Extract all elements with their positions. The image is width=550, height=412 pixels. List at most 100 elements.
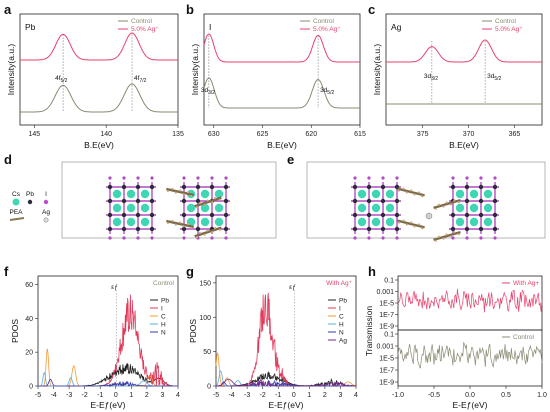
i-atom xyxy=(451,176,455,180)
cs-atom xyxy=(140,217,150,227)
legend-control-label: Control xyxy=(131,18,153,25)
x-tick-label: 0 xyxy=(114,392,118,399)
pb-atom xyxy=(209,184,215,190)
x-axis-label: B.E(eV) xyxy=(84,140,114,150)
pb-atom xyxy=(450,212,456,218)
ag-curve xyxy=(20,32,178,61)
pea-atom xyxy=(453,199,456,202)
pb-atom xyxy=(366,198,372,204)
pea-atom xyxy=(402,187,405,190)
pea-atom xyxy=(457,201,461,204)
pb-atom xyxy=(195,198,201,204)
pb-atom xyxy=(135,198,141,204)
x-tick-label: 2 xyxy=(145,392,149,399)
i-atom xyxy=(451,236,455,240)
cs-atom xyxy=(371,217,381,227)
pea-molecule xyxy=(397,219,425,230)
i-atom xyxy=(224,176,228,180)
y-tick-label: 0.1 xyxy=(384,278,394,285)
y-tick-label: 20 xyxy=(25,350,33,357)
panel-letter-e: e xyxy=(287,152,295,167)
x-axis-label: E-Eƒ(eV) xyxy=(453,400,488,410)
fermi-level-label: εƒ xyxy=(111,284,118,291)
pea-atom xyxy=(174,223,177,226)
x-axis-label: E-Eƒ(eV) xyxy=(91,400,126,410)
pb-atom xyxy=(478,212,484,218)
pea-atom xyxy=(442,237,445,240)
i-atom xyxy=(381,176,385,180)
pea-atom xyxy=(190,194,193,198)
pb-atom xyxy=(492,212,498,218)
pea-atom xyxy=(397,221,401,224)
x-tick-label: -1 xyxy=(275,392,281,399)
legend-swatch-i xyxy=(43,199,49,205)
cs-atom xyxy=(200,203,210,213)
i-atom xyxy=(353,236,357,240)
x-tick-label: 3 xyxy=(160,392,164,399)
pea-atom xyxy=(397,189,401,192)
pea-molecule xyxy=(397,187,425,198)
i-atom xyxy=(182,236,186,240)
i-atom xyxy=(381,236,385,240)
cs-atom xyxy=(357,189,367,199)
pea-atom xyxy=(174,191,177,194)
pb-atom xyxy=(450,226,456,232)
pb-atom xyxy=(149,226,155,232)
pea-atom xyxy=(182,193,185,196)
x-tick-label: -0.5 xyxy=(428,392,440,399)
pea-molecule xyxy=(194,196,222,209)
i-atom xyxy=(122,176,126,180)
cs-atom xyxy=(483,217,493,227)
legend-label-h: H xyxy=(161,322,166,329)
cs-atom xyxy=(200,217,210,227)
x-tick-label: 4 xyxy=(176,392,180,399)
pb-atom xyxy=(149,198,155,204)
pb-atom xyxy=(478,198,484,204)
panel-letter-g: g xyxy=(186,264,194,279)
transmission-bottom-subplot: 0.1 0.001 1E-5 1E-7 1E-9 Control xyxy=(376,329,543,387)
structure-d xyxy=(61,161,277,240)
pea-atom xyxy=(187,223,190,226)
plot-frame xyxy=(203,13,361,126)
pea-atom xyxy=(203,233,206,236)
pea-atom xyxy=(195,206,199,209)
x-tick-label: 625 xyxy=(257,131,269,138)
pea-atom xyxy=(410,189,413,192)
x-tick-label: -2 xyxy=(82,392,88,399)
cs-atom xyxy=(140,203,150,213)
pdos-series-n xyxy=(38,378,178,388)
i-atom xyxy=(353,176,357,180)
y-tick-label: 0.001 xyxy=(376,289,394,296)
cs-atom xyxy=(455,203,465,213)
pea-atom xyxy=(211,201,214,204)
pb-atom xyxy=(366,226,372,232)
pb-atom xyxy=(380,226,386,232)
pb-atom xyxy=(181,184,187,190)
cs-atom xyxy=(112,203,122,213)
pea-atom xyxy=(171,219,174,222)
legend-label: With Ag+ xyxy=(513,280,539,287)
y-tick-label: 1E-7 xyxy=(379,312,394,319)
cs-atom xyxy=(385,217,395,227)
xps-plot-a: 145 140 135 B.E(eV) Intensity(a.u.) Pb Control… xyxy=(6,13,184,150)
x-tick-label: 135 xyxy=(172,131,184,138)
pea-atom xyxy=(218,228,221,231)
legend-label-pb: Pb xyxy=(161,298,169,305)
pb-atom xyxy=(195,212,201,218)
pea-chain xyxy=(397,187,425,197)
cs-atom xyxy=(186,203,196,213)
legend-ag-label: 5.0% Ag⁺ xyxy=(313,26,341,33)
x-tick-label: -3 xyxy=(244,392,250,399)
xps-plot-c: 375 370 365 B.E(eV) Intensity(a.u.) Ag Control… xyxy=(372,13,543,150)
legend-label-i: I xyxy=(161,306,163,313)
pdos-plot-g: -5 -4 -3 -2 -1 0 1 2 3 4 0 50 100 150 E-Eƒ(eV) PDOS With… xyxy=(188,275,358,410)
y-tick-label: 50 xyxy=(203,349,211,356)
cs-atom xyxy=(469,189,479,199)
x-tick-label: -3 xyxy=(66,392,72,399)
panel-letter-a: a xyxy=(4,2,12,17)
pea-atom xyxy=(171,187,174,190)
y-tick-label: 1E-5 xyxy=(379,301,394,308)
i-atom xyxy=(493,176,497,180)
transmission-curve xyxy=(397,341,543,369)
pb-atom xyxy=(107,184,113,190)
